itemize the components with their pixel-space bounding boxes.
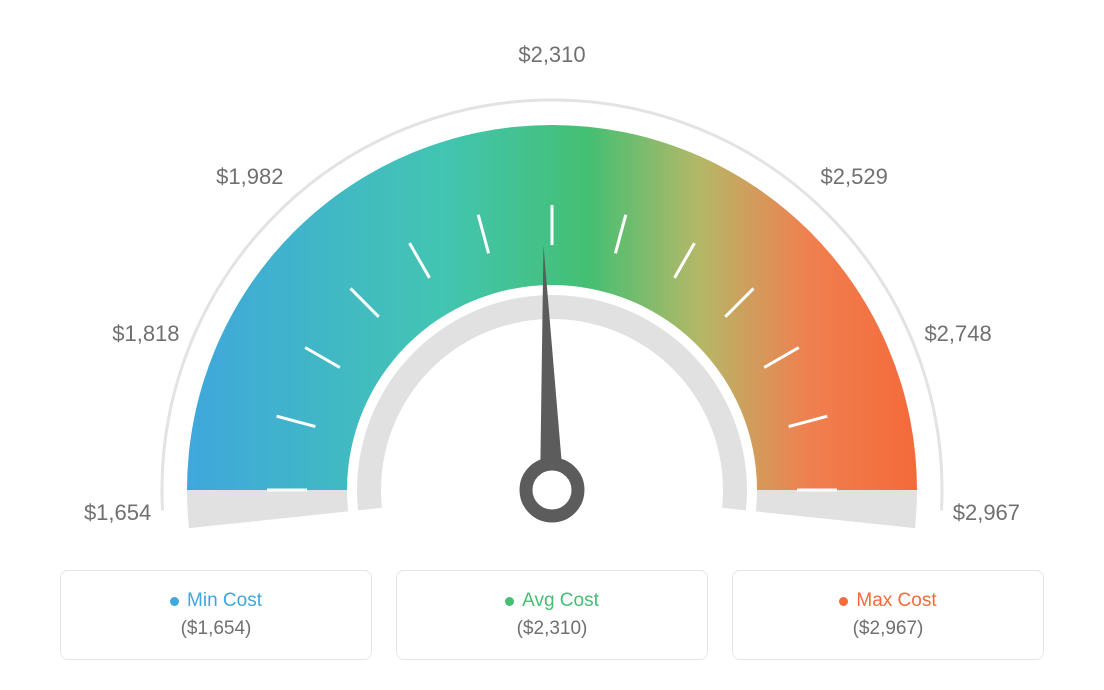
gauge-tick-label: $2,967 — [953, 500, 1020, 526]
legend-dot-icon — [505, 597, 514, 606]
gauge-tick-label: $1,982 — [216, 164, 283, 190]
legend-title: Min Cost — [170, 590, 262, 612]
legend-title-text: Avg Cost — [522, 590, 599, 612]
legend-card: Max Cost ($2,967) — [732, 570, 1044, 660]
gauge-tick-label: $2,529 — [821, 164, 888, 190]
gauge-svg — [0, 0, 1104, 560]
gauge-tick-label: $2,310 — [518, 42, 585, 68]
gauge-tick-label: $1,654 — [84, 500, 151, 526]
gauge-tick-label: $1,818 — [112, 321, 179, 347]
gauge-endcap — [756, 490, 917, 528]
gauge-hub — [526, 464, 578, 516]
gauge-endcap — [187, 490, 348, 528]
legend-card: Avg Cost ($2,310) — [396, 570, 708, 660]
legend-title-text: Min Cost — [187, 590, 262, 612]
legend-dot-icon — [170, 597, 179, 606]
legend-card: Min Cost ($1,654) — [60, 570, 372, 660]
gauge-area: $1,654 $1,818 $1,982 $2,310 $2,529 $2,748 $2,9… — [0, 0, 1104, 560]
legend-row: Min Cost ($1,654) Avg Cost ($2,310) Max Cost… — [0, 570, 1104, 660]
gauge-chart-container: $1,654 $1,818 $1,982 $2,310 $2,529 $2,748 $2,9… — [0, 0, 1104, 690]
legend-title: Max Cost — [839, 590, 936, 612]
legend-value: ($2,310) — [517, 618, 588, 640]
legend-title: Avg Cost — [505, 590, 599, 612]
legend-dot-icon — [839, 597, 848, 606]
legend-title-text: Max Cost — [856, 590, 936, 612]
legend-value: ($2,967) — [853, 618, 924, 640]
legend-value: ($1,654) — [181, 618, 252, 640]
gauge-tick-label: $2,748 — [924, 321, 991, 347]
